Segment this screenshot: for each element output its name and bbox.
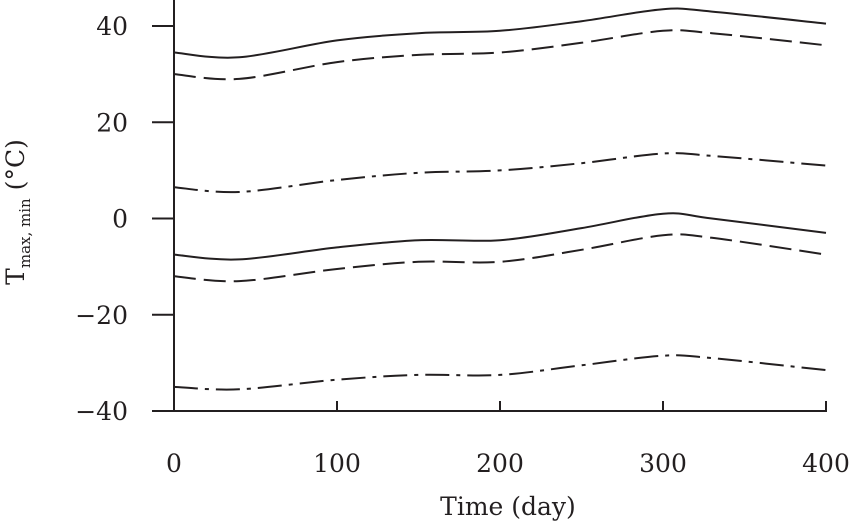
series-line-6-dashdot — [173, 354, 827, 391]
series-line-5-dashed — [173, 233, 827, 283]
series-line-4-solid — [173, 212, 827, 261]
y-axis-title-subscript: max, min — [16, 198, 34, 268]
y-tick-label: −40 — [75, 397, 128, 426]
x-tick-label: 0 — [166, 449, 182, 478]
series-line-1-solid — [173, 7, 827, 59]
series-line-3-dashdot — [173, 152, 827, 194]
x-tick-label: 200 — [476, 449, 524, 478]
y-tick-label: 40 — [96, 12, 128, 41]
y-tick-label: −20 — [75, 301, 128, 330]
y-tick-label: 20 — [96, 108, 128, 137]
series-group — [173, 7, 827, 391]
x-axis-title: Time (day) — [440, 492, 576, 521]
x-tick-label: 400 — [802, 449, 850, 478]
y-axis-title-unit: (°C) — [1, 139, 30, 190]
y-axis-title-main: T — [1, 268, 30, 285]
y-axis-title: Tmax, min (°C) — [1, 139, 34, 285]
y-tick-label: 0 — [112, 205, 128, 234]
series-line-2-dashed — [173, 29, 827, 81]
axes — [173, 0, 827, 412]
x-tick-label: 100 — [313, 449, 361, 478]
x-tick-label: 300 — [639, 449, 687, 478]
